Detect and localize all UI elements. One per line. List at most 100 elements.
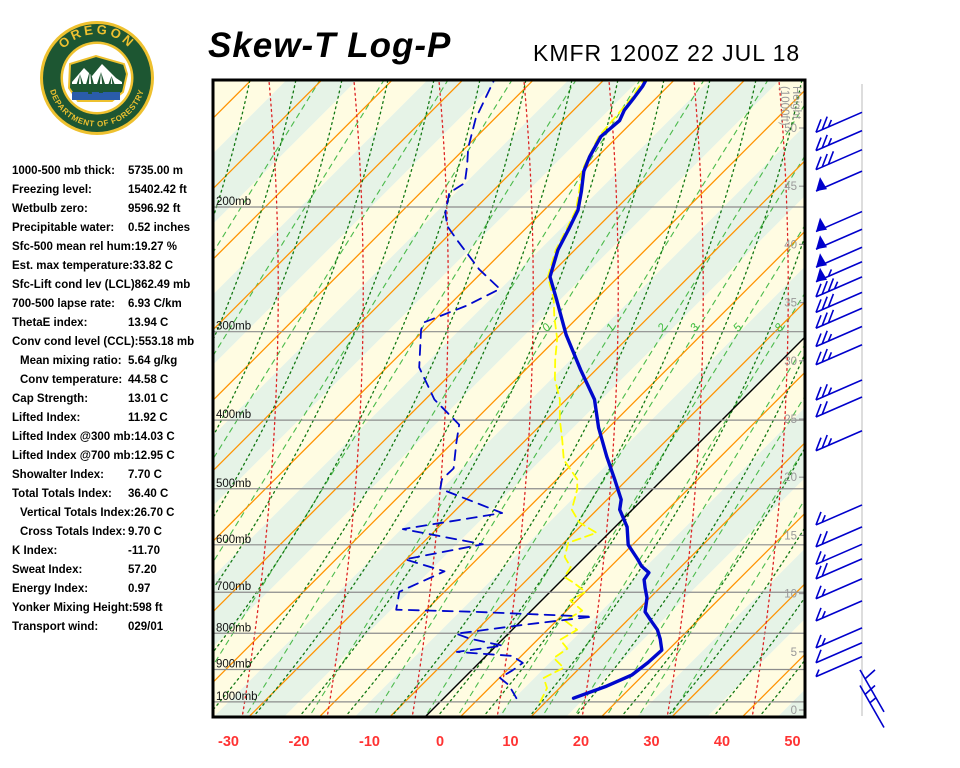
page-title: Skew-T Log-P [208,26,452,65]
temp-axis-label: -30 [218,734,239,750]
isotherm-line [213,80,394,261]
isotherm-line [213,80,323,190]
index-row: Sfc-Lift cond lev (LCL)862.49 mb [12,276,212,295]
moist-adiabat-lines [241,80,789,717]
barb-full [815,119,822,133]
index-value: 12.95 C [134,450,175,462]
isotherm-line [0,70,191,730]
barb-full [821,116,828,130]
dry-adiabat-line [213,80,527,711]
isotherm-line [213,80,746,613]
index-row: Cross Totals Index: 9.70 C [12,523,212,542]
index-label: Vertical Totals Index: [20,507,135,519]
index-value: 0.52 inches [128,222,191,234]
pressure-label: 700mb [216,581,251,593]
wind-barb [815,246,863,269]
barb-full [821,312,828,326]
barb-full [815,314,822,329]
pressure-label: 900mb [216,659,251,671]
barb-staff [815,543,863,566]
wind-barb [815,543,863,566]
barb-full [815,565,822,580]
barb-full [821,530,828,545]
wind-barb [815,600,863,622]
index-row: Yonker Mixing Height:598 ft [12,599,212,618]
isotherm-line [213,89,805,684]
barb-flag [816,235,827,250]
temp-axis-label: 0 [436,734,444,750]
index-value: 57.20 [128,564,157,576]
index-value: 36.40 C [128,488,169,500]
isotherm-band [777,689,805,717]
barb-full [815,533,822,548]
wind-barb [815,111,863,134]
wind-barb [859,669,885,713]
index-value: 14.03 C [134,431,175,443]
barb-half [869,697,877,704]
index-value: 862.49 mb [134,279,191,291]
index-label: Freezing level: [12,184,92,196]
index-label: Showalter Index: [12,469,105,481]
pressure-label: 600mb [216,534,251,546]
index-label: Sweat Index: [12,564,83,576]
height-axis-label: 20 [784,472,797,484]
index-value: 13.01 C [128,393,169,405]
isotherm-lines [0,70,805,730]
temp-axis-label: -20 [289,734,310,750]
barb-full [827,278,835,292]
barb-full [815,299,822,313]
isotherm-line [529,441,805,717]
index-label: Mean mixing ratio: [20,355,122,367]
barb-staff [859,669,885,713]
wind-barbs [815,111,885,728]
barb-half [821,637,826,646]
index-value: 029/01 [128,621,164,633]
index-value: 7.70 C [128,469,162,481]
index-row: Mean mixing ratio: 5.64 g/kg [12,352,212,371]
barb-full [821,296,828,310]
wind-barb [815,655,863,678]
sounding-indices-panel: 1000-500 mb thick: 5735.00 m Freezing leve… [12,162,212,637]
wind-barb [815,504,863,526]
barb-full [815,351,822,366]
barb-half [833,281,839,290]
dry-adiabat-line [840,70,960,730]
tree-icons [76,70,116,94]
dry-adiabat-line [213,80,251,221]
isotherm-band [707,619,805,717]
wind-barb [859,684,885,728]
index-value: 553.18 mb [138,336,195,348]
index-row: Sweat Index: 57.20 [12,561,212,580]
index-row: Transport wind: 029/01 [12,618,212,637]
barb-full [815,403,822,418]
wind-barb [815,276,863,298]
barb-flag [816,177,827,192]
index-row: Energy Index: 0.97 [12,580,212,599]
isotherm-line [213,80,605,472]
moist-adiabat-line [496,80,534,717]
moist-adiabat-line [581,80,619,717]
height-axis-label: 0 [791,705,797,717]
wind-barb [815,228,863,250]
barb-staff [815,600,863,622]
index-value: 6.93 C/km [128,298,182,310]
isotherm-line [213,80,676,543]
barb-staff [815,578,863,600]
barb-full [815,511,822,526]
temp-axis-label: 20 [573,734,589,750]
index-row: 700-500 lapse rate: 6.93 C/km [12,295,212,314]
wind-barb [815,526,863,548]
moist-adiabat-line [666,80,704,717]
index-label: Transport wind: [12,621,99,633]
height-axis-label: 10 [784,589,797,601]
isotherm-band [354,266,805,717]
dry-adiabat-line [213,80,435,590]
barb-staff [815,291,863,314]
height-axis-title: Height [790,86,802,120]
dry-adiabat-line [390,80,711,717]
index-row: Sfc-500 mean rel hum:19.27 % [12,238,212,257]
barb-half [827,387,833,395]
oregon-state-emblem [67,54,129,102]
